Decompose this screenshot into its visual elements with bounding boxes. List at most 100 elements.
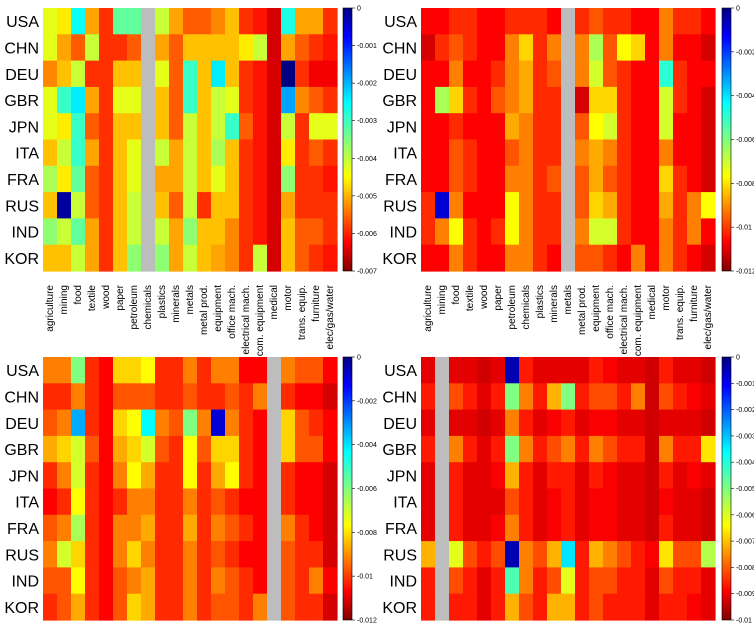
heatmap-cell <box>449 192 464 219</box>
heatmap-cell <box>71 383 86 411</box>
heatmap-cell <box>659 514 674 542</box>
colorbar-tick-label: -0.006 <box>357 486 377 493</box>
heatmap-cell <box>141 165 156 193</box>
heatmap-cell <box>435 218 450 246</box>
heatmap-cell <box>505 34 520 62</box>
heatmap-cell <box>281 86 296 114</box>
heatmap-cell <box>701 113 716 141</box>
heatmap-cell <box>99 86 114 114</box>
row-label: ITA <box>15 146 39 163</box>
heatmap-cell <box>505 86 520 114</box>
heatmap-cell <box>687 435 702 463</box>
heatmap-cell <box>519 60 534 88</box>
heatmap-cell <box>519 139 534 167</box>
heatmap-cell <box>113 218 128 246</box>
heatmap-cell <box>547 60 562 88</box>
heatmap-cell <box>127 514 142 542</box>
heatmap-cell <box>491 86 506 114</box>
heatmap-cell <box>85 383 100 411</box>
heatmap-cell <box>687 60 702 88</box>
heatmap-cell <box>589 192 604 219</box>
heatmap-cell <box>197 435 212 463</box>
heatmap-cell <box>533 165 548 193</box>
heatmap-cell <box>547 34 562 62</box>
heatmap-cell <box>211 86 226 114</box>
heatmap-cell <box>99 192 114 219</box>
heatmap-cell <box>197 86 212 114</box>
heatmap-cell <box>421 60 436 88</box>
row-label: RUS <box>383 547 417 564</box>
heatmap-cell <box>183 218 198 246</box>
colorbar-tick-label: -0.006 <box>736 137 754 144</box>
heatmap-cell <box>687 541 702 568</box>
colorbar-tick-label: -0.002 <box>736 407 754 414</box>
heatmap-top-left: USA CHN DEU GBR JPN ITA FRA RUS IND KOR agricultur… <box>4 6 377 357</box>
heatmap-cell <box>281 192 296 219</box>
heatmap-cell <box>253 488 268 516</box>
heatmap-cell <box>673 8 688 35</box>
heatmap-cell <box>85 192 100 219</box>
heatmap-cell <box>225 34 240 62</box>
heatmap-cell <box>673 383 688 411</box>
heatmap-cell <box>295 567 310 595</box>
heatmap-cell <box>57 462 72 490</box>
heatmap-cell <box>99 514 114 542</box>
heatmap-cell <box>421 34 436 62</box>
row-label: IND <box>389 225 417 242</box>
heatmap-cell <box>561 34 576 62</box>
heatmap-cell <box>519 488 534 516</box>
heatmap-cell <box>575 541 590 568</box>
heatmap-cell <box>533 409 548 437</box>
column-label: metals <box>185 285 196 314</box>
column-label: equipment <box>213 285 224 332</box>
heatmap-cell <box>519 218 534 246</box>
heatmap-cell <box>225 244 240 272</box>
heatmap-cell <box>239 593 254 621</box>
heatmap-cell <box>211 567 226 595</box>
heatmap-cell <box>57 488 72 516</box>
row-label: CHN <box>4 389 39 406</box>
heatmap-cell <box>631 86 646 114</box>
heatmap-cell <box>575 409 590 437</box>
row-label: KOR <box>4 600 39 617</box>
row-label: IND <box>11 574 39 591</box>
heatmap-cell <box>309 8 324 35</box>
heatmap-cell <box>113 165 128 193</box>
heatmap-cell <box>155 383 170 411</box>
heatmap-cell <box>603 86 618 114</box>
column-label: food <box>73 285 84 304</box>
heatmap-cell <box>617 34 632 62</box>
heatmap-cell <box>673 541 688 568</box>
heatmap-cell <box>141 514 156 542</box>
heatmap-cell <box>71 218 86 246</box>
heatmap-cell <box>127 192 142 219</box>
heatmap-cell <box>281 218 296 246</box>
heatmap-cell <box>589 8 604 35</box>
column-label: plastics <box>535 285 546 318</box>
heatmap-cell <box>477 34 492 62</box>
heatmap-cell <box>99 139 114 167</box>
column-label: com. equipment <box>633 285 644 356</box>
heatmap-cell <box>659 593 674 621</box>
heatmap-cell <box>435 357 450 384</box>
heatmap-cell <box>253 113 268 141</box>
heatmap-cell <box>701 488 716 516</box>
heatmap-cell <box>589 383 604 411</box>
heatmap-cell <box>141 139 156 167</box>
heatmap-cell <box>113 60 128 88</box>
heatmap-cell <box>155 34 170 62</box>
heatmap-cell <box>589 60 604 88</box>
heatmap-cell <box>687 218 702 246</box>
heatmap-cell <box>603 192 618 219</box>
heatmap-cell <box>197 567 212 595</box>
heatmap-cell <box>645 218 660 246</box>
heatmap-bottom-right: USA CHN DEU GBR JPN ITA FRA RUS IND KOR 0 -0.001 -0.… <box>382 355 754 625</box>
heatmap-cell <box>183 409 198 437</box>
heatmap-cell <box>659 357 674 384</box>
heatmap-cell <box>631 593 646 621</box>
heatmap-cell <box>491 488 506 516</box>
heatmap-cell <box>99 593 114 621</box>
heatmap-cell <box>645 357 660 384</box>
heatmap-cell <box>239 462 254 490</box>
heatmap-cell <box>225 165 240 193</box>
